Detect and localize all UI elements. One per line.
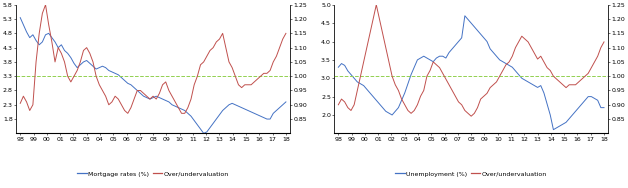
Legend: Unemployment (%), Over/undervaluation: Unemployment (%), Over/undervaluation — [392, 169, 550, 179]
Legend: Mortgage rates (%), Over/undervaluation: Mortgage rates (%), Over/undervaluation — [75, 169, 232, 179]
